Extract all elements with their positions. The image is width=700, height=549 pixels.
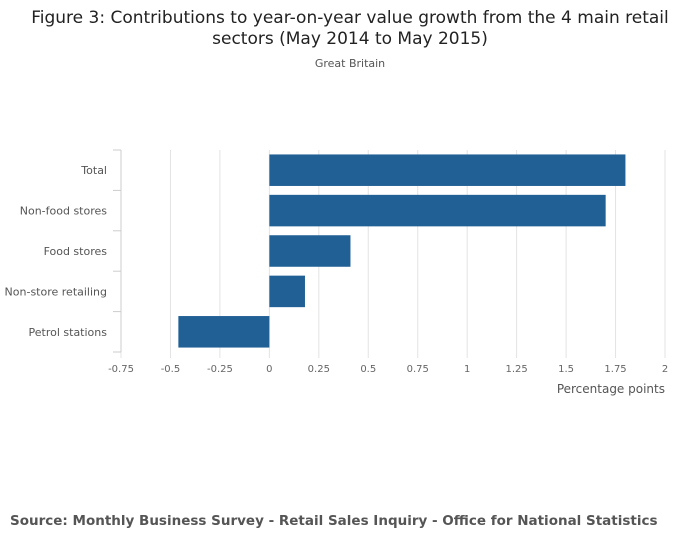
- bar: [269, 194, 606, 227]
- x-axis-label: Percentage points: [557, 382, 665, 396]
- bar: [269, 235, 351, 267]
- x-tick-label: 1: [464, 364, 470, 375]
- x-tick-label: 1.75: [604, 364, 626, 375]
- x-tick-label: 0.75: [407, 364, 429, 375]
- x-tick-label: -0.5: [161, 364, 181, 375]
- x-tick-label: -0.75: [108, 364, 134, 375]
- category-label: Non-food stores: [20, 205, 108, 218]
- x-tick-label: -0.25: [207, 364, 233, 375]
- x-tick-label: 0: [266, 364, 272, 375]
- category-label: Food stores: [44, 245, 108, 258]
- x-tick-label: 2: [662, 364, 668, 375]
- x-tick-label: 1.25: [506, 364, 528, 375]
- source-note: Source: Monthly Business Survey - Retail…: [10, 513, 658, 529]
- x-tick-label: 1.5: [558, 364, 574, 375]
- bar: [269, 154, 626, 186]
- bar: [269, 275, 305, 308]
- chart-subtitle: Great Britain: [314, 57, 386, 70]
- bar-chart: Total Non-food stores Food stores Non-store…: [5, 149, 668, 396]
- bar: [178, 316, 270, 348]
- chart-title: Figure 3: Contributions to year-on-year …: [31, 8, 669, 49]
- category-label: Non-store retailing: [5, 285, 107, 298]
- x-tick-label: 0.5: [360, 364, 376, 375]
- x-tick-label: 0.25: [308, 364, 330, 375]
- category-label: Total: [80, 164, 107, 177]
- category-label: Petrol stations: [29, 326, 108, 339]
